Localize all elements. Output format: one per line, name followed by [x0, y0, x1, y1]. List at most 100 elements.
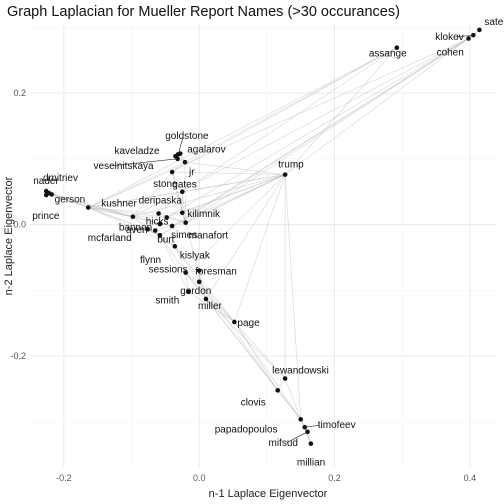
graph-edge-trump-papadopoulos: [284, 174, 302, 420]
label-mcfarland: mcfarland: [88, 233, 132, 244]
point-kushner: [85, 205, 91, 210]
point-mifsud: [305, 429, 310, 435]
point-simes: [169, 223, 175, 229]
graph-edge-cohen-flynn: [159, 38, 469, 236]
point-aven: [157, 221, 163, 227]
point-bannon: [130, 214, 136, 220]
graph-edge-jr-manafort: [184, 162, 187, 223]
graph-edge-assange-gates: [182, 47, 398, 193]
point-page: [232, 319, 237, 325]
label-jr: jr: [188, 167, 195, 178]
point-trump: [282, 172, 288, 177]
graph-edge-cohen-manafort: [185, 38, 469, 223]
label-hicks: hicks: [146, 216, 169, 227]
label-leader-veselnitskaya: [111, 158, 178, 167]
graph-edge-gates-kushner: [88, 191, 183, 208]
label-timofeev: timofeev: [318, 420, 356, 431]
point-layer: [43, 27, 482, 446]
graph-edge-smith-sessions: [185, 272, 189, 292]
label-agalarov: agalarov: [187, 145, 225, 156]
label-stone: stone: [153, 179, 178, 190]
graph-edge-kushner-hicks: [88, 207, 167, 218]
point-mcfarland: [145, 226, 151, 232]
label-flynn: flynn: [140, 255, 161, 266]
graph-edge-gordon-page: [198, 281, 235, 323]
graph-edge-cohen-hicks: [166, 38, 469, 218]
point-burt: [152, 228, 158, 233]
label-simes: simes: [171, 230, 197, 241]
graph-edge-gates-manafort: [181, 191, 187, 223]
point-flynn: [157, 232, 163, 238]
graph-edge-assange-trump: [284, 47, 398, 175]
label-bannon: bannon: [119, 223, 152, 234]
x-tick-label: -0.2: [56, 473, 72, 483]
graph-edge-kushner-kislyak: [88, 207, 175, 247]
graph-edge-sessions-gordon: [185, 272, 200, 283]
point-deripaska: [156, 211, 161, 216]
point-jr: [182, 159, 188, 165]
graph-edge-trump-simes: [171, 174, 286, 227]
label-kislyak: kislyak: [180, 250, 211, 261]
label-smith: smith: [155, 296, 179, 307]
graph-edge-lewandowski-papadopoulos: [284, 378, 302, 420]
graph-edge-kislyak-gordon: [174, 246, 200, 283]
grid-layer: [30, 24, 497, 468]
graph-edge-stone-miller: [171, 171, 207, 300]
graph-edge-cohen-trump: [284, 38, 469, 175]
graph-edge-page-lewandowski: [234, 321, 286, 379]
label-layer: sater klokov cohen assange trump goldstone kav…: [32, 17, 504, 469]
label-sater: sater: [484, 17, 504, 28]
label-veselnitskaya: veselnitskaya: [94, 161, 154, 172]
graph-edge-jr-kushner: [88, 161, 186, 208]
graph-edge-clovis-papadopoulos: [277, 390, 301, 420]
point-papadopoulos: [298, 417, 304, 422]
point-gordon: [196, 279, 202, 285]
label-kilimnik: kilimnik: [187, 209, 221, 220]
graph-edge-trump-page: [234, 174, 286, 323]
point-stone: [169, 169, 175, 175]
label-burt: burt: [157, 235, 174, 246]
label-assange: assange: [369, 49, 407, 60]
graph-edge-assange-jr: [184, 47, 397, 163]
label-sessions: sessions: [149, 265, 188, 276]
label-cohen: cohen: [437, 47, 464, 58]
graph-edge-assange-stone: [171, 47, 398, 173]
label-klokov: klokov: [435, 32, 463, 43]
label-dmitriev: dmitriev: [43, 173, 78, 184]
graph-edge-deripaska-kushner: [88, 207, 159, 214]
graph-edge-page-clovis: [234, 321, 279, 391]
x-tick-label: 0.4: [464, 473, 477, 483]
point-lewandowski: [282, 376, 288, 381]
tick-layer: -0.2 0.0 0.2 0.4 -0.2 0.0 0.2: [10, 88, 476, 483]
graph-edge-assange-kushner: [88, 47, 397, 208]
graph-edge-trump-gates: [182, 174, 286, 193]
label-prince: prince: [32, 211, 60, 222]
x-axis-title: n-1 Laplace Eigenvector: [209, 488, 328, 500]
point-gerson: [49, 192, 54, 197]
label-miller: miller: [198, 301, 223, 312]
graph-edge-clovis-lewandowski: [277, 378, 286, 391]
graph-edge-trump-stone: [172, 171, 286, 175]
label-leader-timofeev: [304, 424, 320, 428]
point-hicks: [164, 215, 170, 220]
label-gerson: gerson: [55, 194, 86, 205]
graph-edge-trump-miller: [205, 174, 286, 300]
label-clovis: clovis: [241, 397, 266, 408]
point-foresman: [196, 268, 202, 273]
label-lewandowski: lewandowski: [272, 366, 329, 377]
label-leader-goldstone: [177, 136, 184, 155]
point-smith: [186, 289, 191, 295]
graph-edge-page-papadopoulos: [234, 321, 302, 420]
y-axis-title: n-2 Laplace Eigenvector: [3, 176, 15, 295]
graph-edge-kislyak-page: [174, 246, 235, 323]
label-millian: millian: [297, 458, 325, 469]
label-gates: gates: [172, 180, 196, 191]
point-kislyak: [172, 244, 178, 249]
graph-edge-flynn-sessions: [159, 234, 186, 273]
graph-edge-miller-page: [205, 298, 235, 323]
chart-title: Graph Laplacian for Mueller Report Names…: [7, 4, 400, 20]
label-deripaska: deripaska: [139, 195, 183, 206]
y-tick-label: 0.0: [13, 220, 26, 230]
point-kilimnik: [179, 210, 185, 216]
